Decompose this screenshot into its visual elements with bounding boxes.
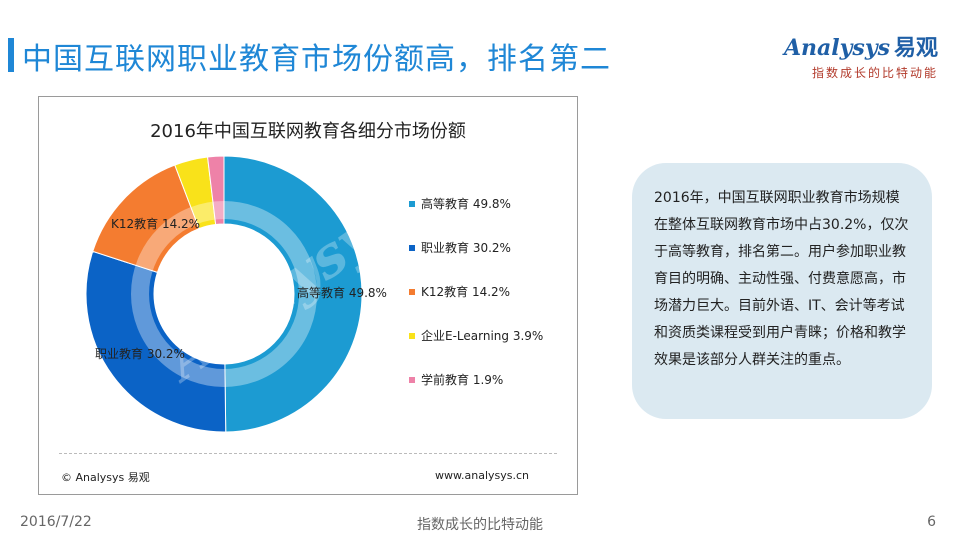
legend-item-2: K12教育 14.2% <box>409 283 510 300</box>
analysys-logo: Analysys 易观 指数成长的比特动能 <box>784 30 938 81</box>
legend-item-0: 高等教育 49.8% <box>409 195 511 212</box>
legend-item-4: 学前教育 1.9% <box>409 371 503 388</box>
donut-slice-1 <box>85 250 227 433</box>
title-accent-bar <box>8 38 14 72</box>
logo-slogan: 指数成长的比特动能 <box>811 66 938 80</box>
donut-slice-0 <box>223 155 363 433</box>
legend-swatch-3 <box>409 332 415 339</box>
summary-note: 2016年，中国互联网职业教育市场规模在整体互联网教育市场中占30.2%，仅次于… <box>632 163 932 419</box>
donut-slice-4 <box>207 155 225 226</box>
legend-label-0: 高等教育 49.8% <box>421 197 511 211</box>
legend-swatch-0 <box>409 200 415 207</box>
logo-brand: Analysys <box>783 35 890 61</box>
data-label-2: K12教育 14.2% <box>111 216 200 231</box>
legend-label-3: 企业E-Learning 3.9% <box>421 329 544 343</box>
logo-wordmark: Analysys 易观 <box>784 30 938 62</box>
data-label-0: 高等教育 49.8% <box>297 285 387 300</box>
data-label-1: 职业教育 30.2% <box>95 346 185 361</box>
summary-text: 2016年，中国互联网职业教育市场规模在整体互联网教育市场中占30.2%，仅次于… <box>654 190 909 368</box>
chart-source-copyright: © Analysys 易观 <box>61 471 150 484</box>
chart-title: 2016年中国互联网教育各细分市场份额 <box>150 121 466 142</box>
legend-label-4: 学前教育 1.9% <box>421 373 504 387</box>
footer-slogan: 指数成长的比特动能 <box>417 517 543 533</box>
watermark-ring <box>131 201 317 387</box>
page-number: 6 <box>927 514 936 530</box>
legend-swatch-2 <box>409 288 415 295</box>
legend-item-1: 职业教育 30.2% <box>409 239 511 256</box>
footer-date: 2016/7/22 <box>20 514 92 530</box>
legend-item-3: 企业E-Learning 3.9% <box>409 327 543 344</box>
chart-divider <box>59 453 557 454</box>
chart-source-url: www.analysys.cn <box>435 469 529 482</box>
page-title: 中国互联网职业教育市场份额高，排名第二 <box>22 42 611 77</box>
logo-brand-cn: 易观 <box>893 35 938 61</box>
legend-label-2: K12教育 14.2% <box>421 285 511 299</box>
chart-panel: 2016年中国互联网教育各细分市场份额 Analysys 高等教育 49.8% 职业… <box>38 96 578 495</box>
legend-swatch-4 <box>409 376 415 383</box>
legend-swatch-1 <box>409 244 415 251</box>
legend-label-1: 职业教育 30.2% <box>421 241 511 255</box>
